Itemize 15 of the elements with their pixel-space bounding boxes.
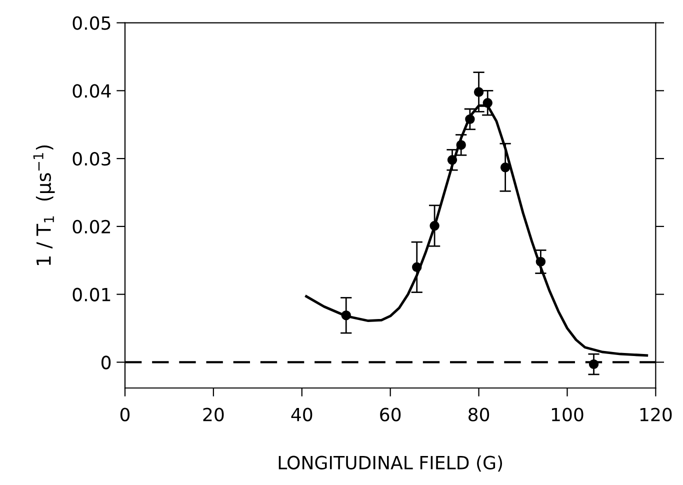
x-tick-label: 20 <box>203 408 224 422</box>
x-tick-label: 60 <box>380 408 401 422</box>
y-tick-label: 0.03 <box>72 152 110 166</box>
x-tick-label: 40 <box>291 408 312 422</box>
y-tick-label: 0.01 <box>72 288 110 302</box>
x-tick-label: 100 <box>552 408 584 422</box>
y-tick-label: 0.02 <box>72 220 110 234</box>
y-axis-title: 1 / T$_{1}$ (μs$^{−1}$) <box>33 145 55 265</box>
x-tick-label: 120 <box>640 408 672 422</box>
y-tick-label: 0.04 <box>72 84 111 98</box>
x-tick-label: 0 <box>120 408 130 422</box>
x-axis-title: LONGITUDINAL FIELD (G) <box>278 455 502 472</box>
y-tick-label: 0 <box>101 356 111 370</box>
y-tick-label: 0.05 <box>72 16 110 30</box>
x-tick-label: 80 <box>468 408 490 422</box>
